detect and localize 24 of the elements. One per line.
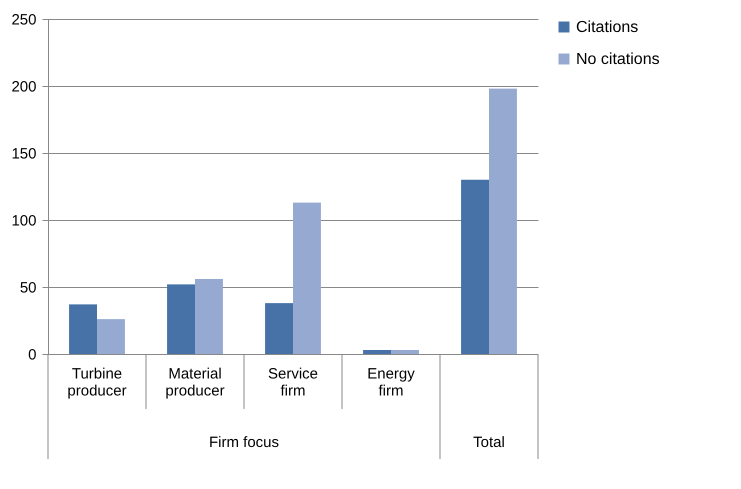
y-tick-label: 250	[11, 12, 36, 28]
y-tick-label: 0	[28, 346, 36, 364]
bar	[97, 319, 125, 354]
text: Total	[473, 434, 505, 451]
bar	[489, 88, 517, 354]
x-tick-label: Turbine producer	[67, 366, 127, 400]
bar	[461, 180, 489, 354]
y-tick-label: 150	[11, 146, 36, 162]
text: Firm focus	[208, 434, 280, 451]
y-tick-label: 200	[11, 78, 36, 96]
bar	[363, 350, 391, 354]
legend-label: No citations	[576, 51, 660, 68]
x-tick-label: Service firm	[268, 366, 318, 400]
bar	[167, 284, 195, 354]
bar	[391, 350, 419, 354]
x-tick-label: Energy firm	[367, 366, 416, 400]
bar	[195, 278, 223, 354]
legend-label: Citations	[576, 19, 638, 36]
bar	[69, 304, 97, 354]
y-tick-label: 50	[20, 280, 36, 296]
bar	[265, 303, 293, 354]
x-tick-label: Material producer	[165, 366, 225, 400]
bar	[293, 202, 321, 354]
y-tick-label: 100	[11, 212, 36, 230]
